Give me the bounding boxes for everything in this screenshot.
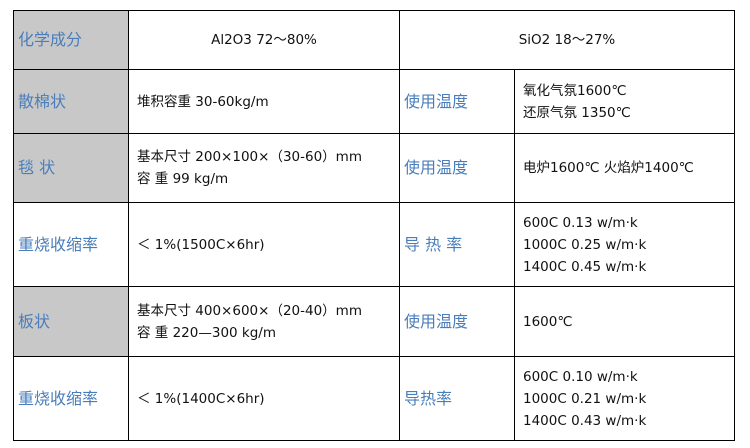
- value-line: 600C 0.13 w/m·k: [523, 214, 638, 231]
- property-value: 电炉1600℃ 火焰炉1400℃: [514, 133, 735, 203]
- property-label: 导 热 率: [399, 202, 515, 287]
- sio2-value: SiO2 18～27%: [399, 10, 735, 70]
- value-line: ＜ 1%(1400C×6hr): [137, 390, 265, 407]
- value-line: 600C 0.10 w/m·k: [523, 368, 638, 385]
- property-label: 使用温度: [399, 69, 515, 134]
- row-value: ＜ 1%(1500C×6hr): [128, 202, 400, 287]
- property-label: 使用温度: [399, 133, 515, 203]
- value-line: 电炉1600℃ 火焰炉1400℃: [523, 160, 694, 176]
- row-value: 基本尺寸 400×600×（20-40）mm 容 重 220—300 kg/m: [128, 286, 400, 357]
- value-line: 基本尺寸 200×100×（30-60）mm: [137, 149, 362, 165]
- table-row: 散棉状 堆积容重 30-60kg/m 使用温度 氧化气氛1600℃ 还原气氛 13…: [13, 69, 735, 134]
- table-row: 毯 状 基本尺寸 200×100×（30-60）mm 容 重 99 kg/m 使用…: [13, 133, 735, 203]
- value-line: 1000C 0.21 w/m·k: [523, 390, 647, 407]
- property-label: 使用温度: [399, 286, 515, 357]
- row-value: 基本尺寸 200×100×（30-60）mm 容 重 99 kg/m: [128, 133, 400, 203]
- value-line: 1600℃: [523, 313, 573, 330]
- value-line: 基本尺寸 400×600×（20-40）mm: [137, 302, 362, 319]
- table-row-header: 化学成分 Al2O3 72～80% SiO2 18～27%: [13, 10, 735, 70]
- properties-table: 化学成分 Al2O3 72～80% SiO2 18～27% 散棉状 堆积容重 3…: [13, 10, 735, 441]
- row-value: ＜ 1%(1400C×6hr): [128, 356, 400, 441]
- chemical-composition-label: 化学成分: [13, 10, 129, 70]
- value-line: 1000C 0.25 w/m·k: [523, 236, 647, 253]
- property-value: 1600℃: [514, 286, 735, 357]
- row-label: 散棉状: [13, 69, 129, 134]
- row-label: 板状: [13, 286, 129, 357]
- value-line: 氧化气氛1600℃: [523, 82, 627, 99]
- row-label: 重烧收缩率: [13, 356, 129, 441]
- value-line: 堆积容重 30-60kg/m: [137, 93, 269, 110]
- table-row: 板状 基本尺寸 400×600×（20-40）mm 容 重 220—300 kg/…: [13, 286, 735, 357]
- row-label: 重烧收缩率: [13, 202, 129, 287]
- row-value: 堆积容重 30-60kg/m: [128, 69, 400, 134]
- value-line: 还原气氛 1350℃: [523, 104, 631, 121]
- table-row: 重烧收缩率 ＜ 1%(1500C×6hr) 导 热 率 600C 0.13 w/…: [13, 202, 735, 287]
- value-line: 1400C 0.45 w/m·k: [523, 258, 647, 275]
- property-label: 导热率: [399, 356, 515, 441]
- property-value: 600C 0.10 w/m·k 1000C 0.21 w/m·k 1400C 0.4…: [514, 356, 735, 441]
- property-value: 600C 0.13 w/m·k 1000C 0.25 w/m·k 1400C 0.4…: [514, 202, 735, 287]
- property-value: 氧化气氛1600℃ 还原气氛 1350℃: [514, 69, 735, 134]
- table-row: 重烧收缩率 ＜ 1%(1400C×6hr) 导热率 600C 0.10 w/m·…: [13, 356, 735, 441]
- value-line: 1400C 0.43 w/m·k: [523, 412, 647, 429]
- value-line: 容 重 220—300 kg/m: [137, 324, 276, 341]
- al2o3-value: Al2O3 72～80%: [128, 10, 400, 70]
- value-line: 容 重 99 kg/m: [137, 171, 229, 187]
- value-line: ＜ 1%(1500C×6hr): [137, 236, 265, 253]
- row-label: 毯 状: [13, 133, 129, 203]
